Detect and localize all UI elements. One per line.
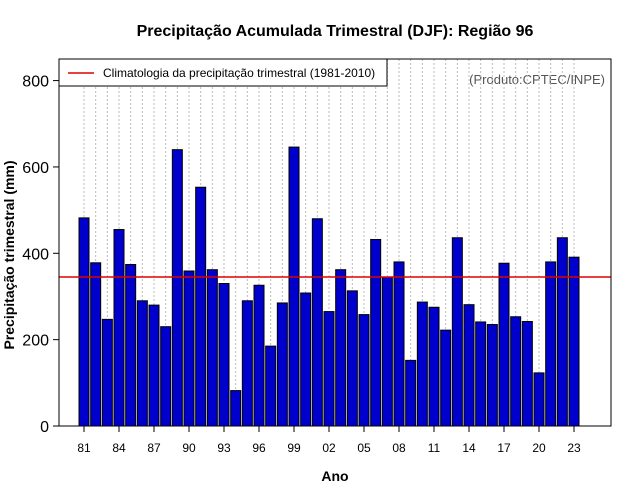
bar-00: [300, 292, 312, 427]
bar-91: [195, 186, 207, 427]
x-tick-label: 23: [567, 441, 581, 455]
bar-18: [510, 316, 522, 427]
bar-14: [463, 304, 475, 427]
bar-85: [125, 264, 137, 427]
bar-84: [113, 229, 125, 427]
bar-92: [206, 269, 218, 427]
bar-93: [218, 283, 230, 427]
x-axis-label: Ano: [321, 468, 348, 484]
bar-02: [323, 311, 335, 427]
bar-89: [171, 149, 183, 427]
bar-81: [78, 217, 90, 427]
legend-box: [58, 58, 388, 87]
y-tick-label: 600: [22, 160, 49, 177]
bar-97: [265, 345, 277, 427]
x-tick-label: 90: [182, 441, 196, 455]
bar-99: [288, 146, 300, 427]
bar-82: [90, 262, 102, 427]
bar-12: [440, 329, 452, 427]
x-tick-label: 02: [322, 441, 336, 455]
bar-15: [475, 321, 487, 427]
chart-title: Precipitação Acumulada Trimestral (DJF):…: [137, 23, 534, 40]
x-tick-label: 84: [112, 441, 126, 455]
bar-11: [428, 306, 440, 427]
product-credit: (Produto:CPTEC/INPE): [469, 72, 605, 87]
bar-06: [370, 238, 382, 427]
legend: Climatologia da precipitação trimestral …: [58, 58, 388, 87]
bar-01: [311, 218, 323, 427]
bar-09: [405, 359, 417, 427]
legend-label: Climatologia da precipitação trimestral …: [103, 66, 375, 80]
bar-83: [101, 318, 113, 427]
bar-98: [276, 302, 288, 427]
bar-19: [521, 321, 533, 427]
bar-05: [358, 314, 370, 427]
x-tick-label: 14: [462, 441, 476, 455]
x-tick-label: 81: [77, 441, 91, 455]
x-tick-label: 96: [252, 441, 266, 455]
bar-03: [335, 269, 347, 427]
bars: [78, 146, 580, 427]
bar-16: [486, 324, 498, 427]
y-tick-label: 200: [22, 333, 49, 350]
bar-23: [568, 256, 580, 427]
bar-22: [556, 237, 568, 427]
x-tick-label: 20: [532, 441, 546, 455]
bar-96: [253, 284, 265, 427]
bar-94: [230, 390, 242, 427]
bar-17: [498, 262, 510, 427]
bar-86: [136, 300, 148, 427]
y-tick-label: 0: [40, 419, 49, 436]
bar-20: [533, 372, 545, 427]
bar-95: [241, 300, 253, 427]
bar-07: [381, 276, 393, 427]
x-tick-label: 17: [497, 441, 511, 455]
bar-88: [160, 326, 172, 427]
x-tick-label: 87: [147, 441, 161, 455]
x-tick-label: 11: [428, 441, 441, 455]
bar-90: [183, 270, 195, 427]
bar-13: [451, 237, 463, 427]
bar-87: [148, 304, 160, 427]
axes: 0 200 400 600 800 81 84 87 90 93 96 99 02 05 08 11 14 17 2…: [22, 74, 581, 455]
x-tick-label: 93: [217, 441, 231, 455]
bar-04: [346, 290, 358, 427]
y-tick-label: 400: [22, 246, 49, 263]
y-axis-label: Precipitação trimestral (mm): [1, 160, 17, 349]
bar-08: [393, 261, 405, 427]
x-tick-label: 08: [392, 441, 406, 455]
x-tick-label: 05: [357, 441, 371, 455]
bar-10: [416, 301, 428, 427]
x-tick-label: 99: [287, 441, 301, 455]
y-tick-label: 800: [22, 74, 49, 91]
bar-21: [545, 261, 557, 427]
